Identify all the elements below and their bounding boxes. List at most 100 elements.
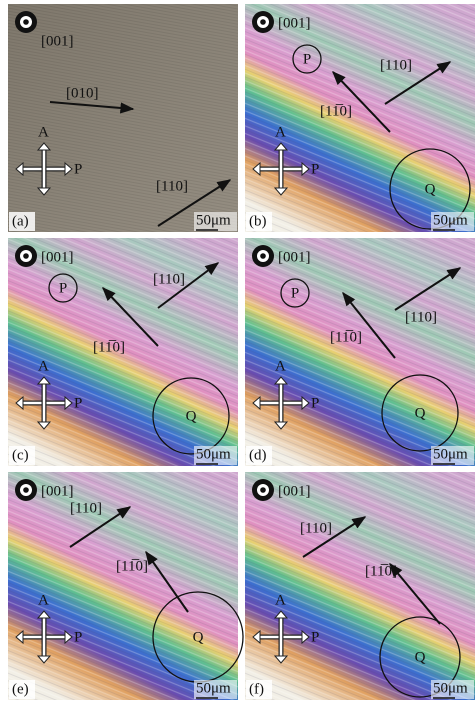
direction-label: [110]: [405, 309, 437, 325]
scale-bar-label: 50μm: [433, 212, 468, 228]
zone-axis-label: [001]: [41, 483, 74, 499]
direction-arrow: [102, 286, 159, 347]
direction-arrow: [332, 70, 391, 133]
panel-label-box: [9, 446, 35, 465]
analyzer-label: A: [38, 124, 49, 140]
direction-label: [11̅0]: [116, 558, 148, 574]
zone-axis-label: [001]: [278, 483, 311, 499]
texture: [8, 472, 238, 700]
direction-label: [11̅0]: [330, 329, 362, 345]
scale-bar-label: 50μm: [196, 680, 231, 696]
scale-bar-label: 50μm: [196, 212, 231, 228]
polarizer-heads: [15, 610, 73, 664]
direction-arrow: [145, 550, 189, 613]
polarizer-heads: [252, 376, 310, 430]
zone-axis-label: [001]: [278, 15, 311, 31]
panel-label-box: [9, 212, 35, 231]
direction-arrow: [394, 267, 462, 311]
panel: [001] [110] [11̅0] A P Q (f) 50μm: [245, 472, 475, 700]
zone-axis-dot: [260, 253, 266, 259]
scale-bar-box: [431, 446, 474, 465]
direction-label: [110]: [156, 178, 188, 194]
zone-axis-dot: [260, 487, 266, 493]
polarizer-heads: [15, 376, 73, 430]
panel-label: (c): [12, 447, 29, 463]
region-circle: [389, 148, 471, 230]
analyzer-label: A: [38, 358, 49, 374]
polarizer-label: P: [74, 161, 82, 177]
direction-label: [11̅0]: [365, 563, 397, 579]
scale-bar-label: 50μm: [196, 446, 231, 462]
direction-arrow: [69, 506, 132, 548]
texture: [8, 4, 238, 232]
region-label: Q: [186, 408, 197, 424]
zone-axis-dot: [23, 253, 29, 259]
direction-label: [110]: [380, 57, 412, 73]
scale-bar-box: [431, 212, 474, 231]
region-label: Q: [415, 649, 426, 665]
region-circle: [152, 377, 230, 455]
panel-label: (b): [249, 213, 267, 229]
panel: [001] [110] [11̅0] A P P Q (d) 50μm: [245, 238, 475, 466]
direction-label: [110]: [70, 500, 102, 516]
panel-label-box: [9, 680, 35, 699]
texture: [245, 472, 475, 700]
polarizer-label: P: [74, 395, 82, 411]
scale-bar-box: [194, 212, 237, 231]
direction-arrow: [384, 61, 452, 105]
panel-label-box: [246, 680, 272, 699]
zone-axis-dot: [23, 19, 29, 25]
region-circle: [379, 616, 461, 698]
scale-bar-label: 50μm: [433, 446, 468, 462]
scale-bar-box: [194, 680, 237, 699]
scale-bar-label: 50μm: [433, 680, 468, 696]
direction-label: [010]: [66, 85, 99, 101]
panel: [001] [010] [110] A P (a) 50μm: [8, 4, 238, 232]
panel-label-box: [246, 212, 272, 231]
panel-label: (a): [12, 213, 29, 229]
polarizer-heads: [252, 142, 310, 196]
direction-arrow: [157, 179, 232, 227]
panel-label: (e): [12, 681, 29, 697]
region-circle: [381, 374, 459, 452]
analyzer-label: A: [275, 592, 286, 608]
direction-arrow: [342, 291, 396, 359]
panel-label-box: [246, 446, 272, 465]
polarizer-label: P: [311, 395, 319, 411]
region-label: P: [303, 51, 311, 67]
zone-axis-label: [001]: [41, 33, 74, 49]
zone-axis-dot: [260, 19, 266, 25]
polarizer-label: P: [311, 629, 319, 645]
zone-axis-dot: [23, 487, 29, 493]
region-label: Q: [425, 181, 436, 197]
direction-label: [110]: [153, 271, 185, 287]
analyzer-label: A: [275, 358, 286, 374]
texture: [245, 4, 475, 232]
analyzer-label: A: [275, 124, 286, 140]
region-label: Q: [193, 629, 204, 645]
region-circle: [280, 278, 310, 308]
panel: [001] [110] [11̅0] A P P Q (c) 50μm: [8, 238, 238, 466]
scale-bar-box: [194, 446, 237, 465]
polarizer-heads: [15, 142, 73, 196]
polarizer-label: P: [311, 161, 319, 177]
direction-label: [11̅0]: [93, 339, 125, 355]
panel-label: (d): [249, 447, 267, 463]
panels: [001][010][110]AP(a) 50μm[001][110][11̅0]…: [8, 4, 475, 700]
polarizer-heads: [252, 610, 310, 664]
texture: [245, 238, 475, 466]
direction-arrow: [302, 516, 367, 558]
region-circle: [48, 273, 78, 303]
panel: [001][110] [11̅0] A P Q (e) 50μm: [8, 472, 244, 700]
panel-label: (f): [249, 681, 264, 697]
panel: [001] [110] [11̅0] A P P Q (b) 50μm: [245, 4, 475, 232]
region-label: P: [59, 280, 67, 296]
region-circle: [292, 44, 322, 74]
direction-arrow: [49, 101, 135, 114]
zone-axis-label: [001]: [41, 249, 74, 265]
direction-arrow: [389, 562, 441, 625]
direction-arrow: [157, 262, 220, 309]
region-label: P: [291, 285, 299, 301]
direction-label: [110]: [300, 520, 332, 536]
